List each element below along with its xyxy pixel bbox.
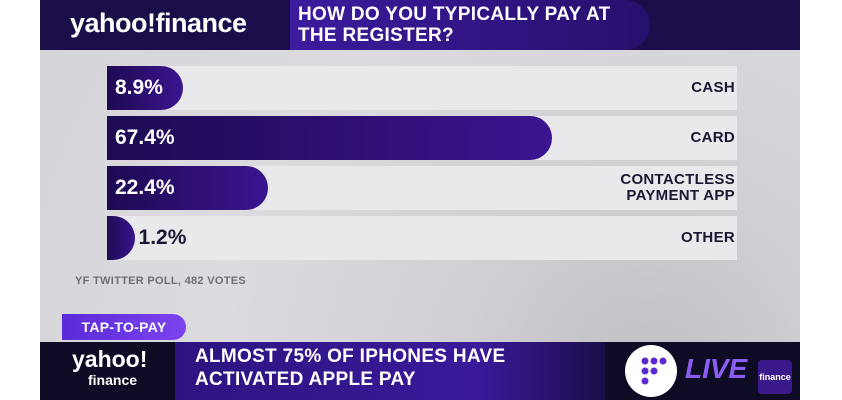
- value-label: 1.2%: [138, 226, 187, 249]
- bar: [107, 166, 269, 210]
- row-background: [107, 216, 737, 260]
- live-label: LIVE: [685, 353, 748, 384]
- channel-icon: [625, 345, 677, 397]
- thumbnail[interactable]: finance: [758, 360, 792, 394]
- value-label: 8.9%: [115, 76, 163, 99]
- title-box: [290, 0, 650, 50]
- bar: [107, 66, 184, 110]
- icon-graphic: [641, 357, 667, 385]
- headline-box: [175, 342, 605, 400]
- value-label: 22.4%: [115, 176, 175, 199]
- logo: yahoo!finance: [70, 8, 247, 38]
- category-label: CONTACTLESS PAYMENT APP: [620, 171, 735, 204]
- headline: ALMOST 75% OF IPHONES HAVE ACTIVATED APP…: [195, 346, 506, 390]
- category-label: CARD: [690, 129, 735, 146]
- bar: [107, 116, 552, 160]
- category-label: OTHER: [681, 229, 735, 246]
- chart-title: HOW DO YOU TYPICALLY PAY AT THE REGISTER…: [298, 4, 611, 46]
- broadcast-frame: yahoo!finance HOW DO YOU TYPICALLY PAY A…: [40, 0, 800, 400]
- logo-bottom: finance: [88, 372, 138, 388]
- source-note: YF TWITTER POLL, 482 VOTES: [75, 275, 246, 287]
- category-label: CASH: [691, 79, 735, 96]
- value-label: 67.4%: [115, 126, 175, 149]
- logo-top: yahoo!: [72, 346, 148, 372]
- chart: 8.9% CASH 67.4% CARD 22.4% CONTACTLESS PAYMEN…: [40, 0, 800, 300]
- topic-tag: TAP-TO-PAY: [62, 314, 186, 340]
- row-background: [107, 66, 737, 110]
